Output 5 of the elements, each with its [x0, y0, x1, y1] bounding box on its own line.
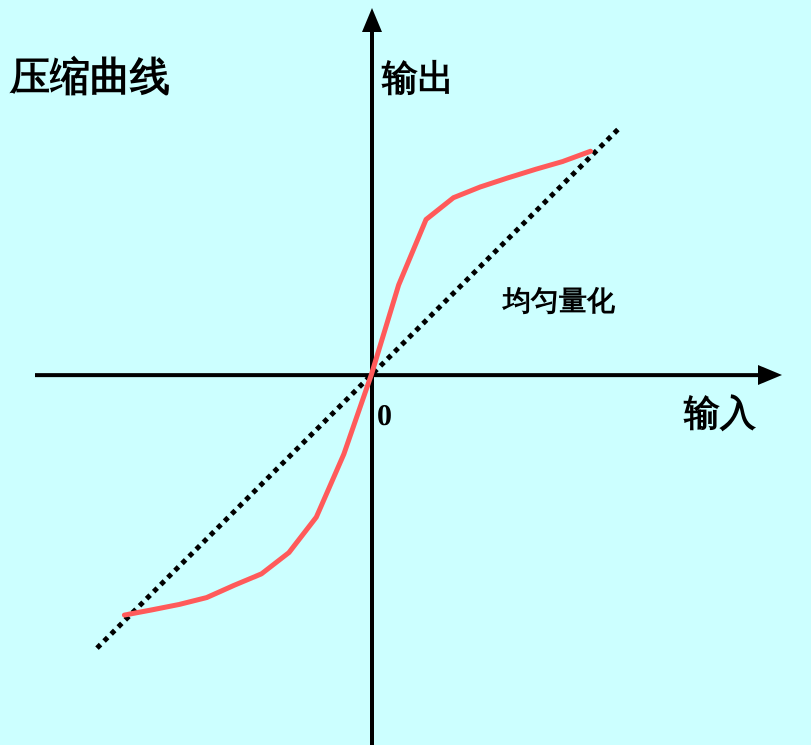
- annotation: 0: [377, 399, 392, 432]
- y-axis-title: 输出: [381, 58, 454, 99]
- series-label: 均匀量化: [501, 284, 616, 317]
- x-axis-title: 输入: [683, 393, 757, 434]
- chart-title: 压缩曲线: [9, 54, 170, 100]
